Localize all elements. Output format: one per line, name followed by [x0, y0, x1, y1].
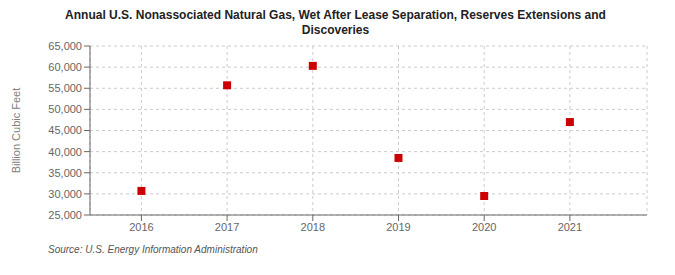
svg-text:65,000: 65,000: [48, 40, 82, 52]
svg-text:2016: 2016: [129, 221, 153, 233]
svg-text:2021: 2021: [558, 221, 582, 233]
svg-text:2017: 2017: [215, 221, 239, 233]
svg-text:60,000: 60,000: [48, 61, 82, 73]
svg-text:Billion Cubic Feet: Billion Cubic Feet: [10, 88, 22, 174]
svg-text:2018: 2018: [301, 221, 325, 233]
html-text:Annual U.S. Nonassociated Natu: Annual U.S. Nonassociated Natural Gas, W…: [65, 8, 606, 37]
svg-text:2019: 2019: [386, 221, 410, 233]
svg-text:45,000: 45,000: [48, 124, 82, 136]
svg-text:50,000: 50,000: [48, 103, 82, 115]
svg-text:55,000: 55,000: [48, 82, 82, 94]
svg-text:2020: 2020: [472, 221, 496, 233]
svg-text:25,000: 25,000: [48, 209, 82, 221]
svg-text:35,000: 35,000: [48, 167, 82, 179]
svg-text:30,000: 30,000: [48, 188, 82, 200]
html-text:Source: U.S. Energy Informatio: Source: U.S. Energy Information Administ…: [48, 244, 258, 255]
svg-text:40,000: 40,000: [48, 146, 82, 158]
